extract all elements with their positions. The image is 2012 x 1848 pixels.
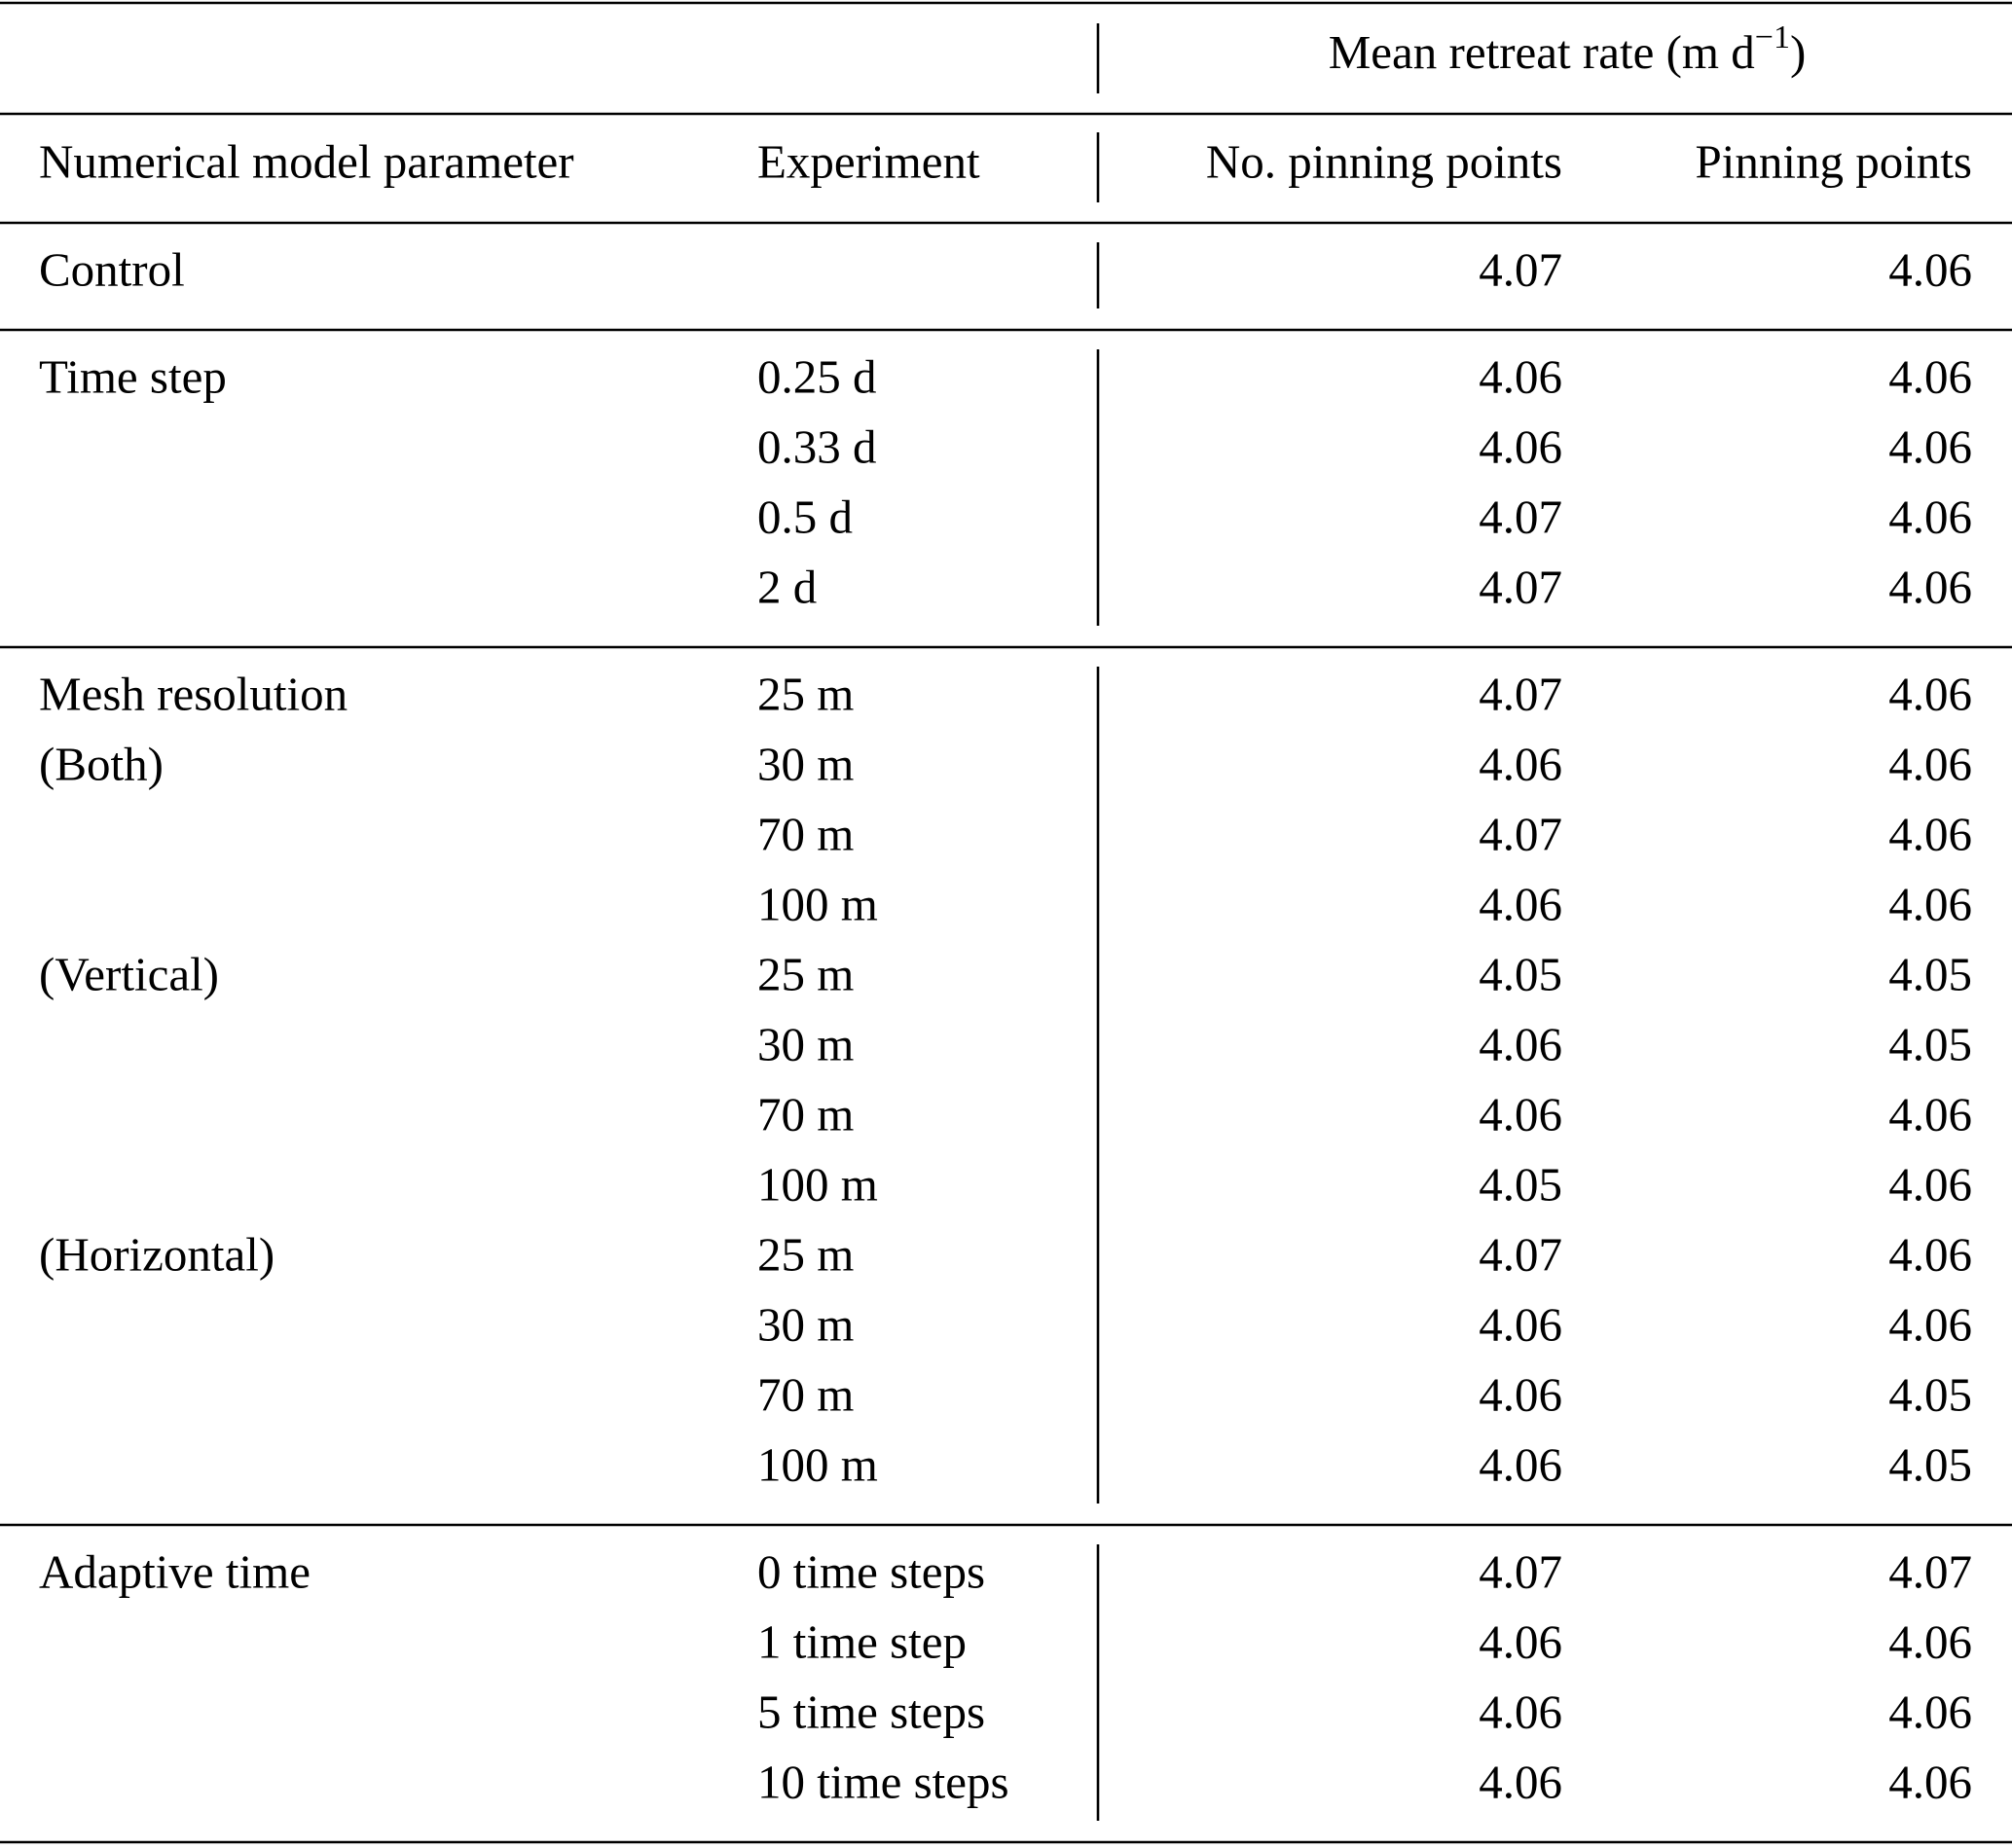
parameter-cell: Mesh resolution (39, 667, 348, 720)
value-cell: 4.06 (1888, 489, 1972, 543)
parameter-cell: Control (39, 242, 185, 296)
value-cell: 4.05 (1479, 947, 1562, 1000)
column-header: Pinning points (1695, 134, 1972, 188)
value-cell: 4.06 (1888, 1087, 1972, 1141)
experiment-cell: 10 time steps (757, 1755, 1009, 1808)
value-cell: 4.07 (1479, 489, 1562, 543)
experiment-cell: 100 m (757, 877, 878, 930)
parameter-cell: (Vertical) (39, 947, 219, 1000)
experiment-cell: 25 m (757, 667, 854, 720)
value-cell: 4.06 (1479, 1437, 1562, 1491)
experiment-cell: 25 m (757, 947, 854, 1000)
experiment-cell: 70 m (757, 1087, 854, 1141)
parameter-cell: Adaptive time (39, 1544, 311, 1598)
value-cell: 4.06 (1479, 1367, 1562, 1421)
value-cell: 4.06 (1888, 560, 1972, 613)
experiment-cell: 100 m (757, 1157, 878, 1211)
value-cell: 4.06 (1888, 807, 1972, 860)
value-cell: 4.06 (1479, 1685, 1562, 1738)
experiment-cell: 30 m (757, 1017, 854, 1070)
column-header: Experiment (757, 134, 980, 188)
value-cell: 4.06 (1888, 419, 1972, 473)
value-cell: 4.06 (1888, 877, 1972, 930)
value-cell: 4.05 (1888, 947, 1972, 1000)
experiment-cell: 30 m (757, 1297, 854, 1351)
value-cell: 4.07 (1479, 242, 1562, 296)
value-cell: 4.06 (1888, 667, 1972, 720)
value-cell: 4.07 (1479, 667, 1562, 720)
experiment-cell: 30 m (757, 737, 854, 790)
value-cell: 4.06 (1479, 1017, 1562, 1070)
experiment-cell: 70 m (757, 807, 854, 860)
experiment-cell: 70 m (757, 1367, 854, 1421)
value-cell: 4.07 (1888, 1544, 1972, 1598)
experiment-cell: 0.5 d (757, 489, 853, 543)
value-cell: 4.06 (1888, 1227, 1972, 1281)
experiment-cell: 5 time steps (757, 1685, 985, 1738)
experiment-cell: 0.33 d (757, 419, 877, 473)
value-cell: 4.07 (1479, 560, 1562, 613)
group-header: Mean retreat rate (m d−1) (1329, 19, 1807, 79)
value-cell: 4.07 (1479, 807, 1562, 860)
value-cell: 4.06 (1888, 349, 1972, 403)
value-cell: 4.06 (1479, 877, 1562, 930)
value-cell: 4.06 (1888, 737, 1972, 790)
value-cell: 4.05 (1888, 1367, 1972, 1421)
parameter-cell: Time step (39, 349, 227, 403)
value-cell: 4.05 (1888, 1017, 1972, 1070)
value-cell: 4.06 (1888, 1685, 1972, 1738)
value-cell: 4.06 (1479, 1755, 1562, 1808)
column-header: No. pinning points (1206, 134, 1562, 188)
value-cell: 4.06 (1888, 1297, 1972, 1351)
experiment-cell: 100 m (757, 1437, 878, 1491)
value-cell: 4.07 (1479, 1544, 1562, 1598)
column-header: Numerical model parameter (39, 134, 574, 188)
experiment-cell: 0.25 d (757, 349, 877, 403)
group-header-text: Mean retreat rate (m d (1329, 25, 1755, 79)
experiment-cell: 1 time step (757, 1614, 967, 1668)
parameter-cell: (Horizontal) (39, 1227, 274, 1281)
parameter-cell: (Both) (39, 737, 164, 790)
value-cell: 4.06 (1888, 1157, 1972, 1211)
value-cell: 4.05 (1888, 1437, 1972, 1491)
value-cell: 4.06 (1888, 1755, 1972, 1808)
experiment-cell: 2 d (757, 560, 817, 613)
value-cell: 4.06 (1479, 737, 1562, 790)
value-cell: 4.06 (1479, 1087, 1562, 1141)
value-cell: 4.05 (1479, 1157, 1562, 1211)
group-header-sup: −1 (1755, 19, 1790, 55)
experiment-cell: 25 m (757, 1227, 854, 1281)
value-cell: 4.06 (1479, 349, 1562, 403)
value-cell: 4.06 (1888, 1614, 1972, 1668)
value-cell: 4.06 (1479, 1614, 1562, 1668)
value-cell: 4.06 (1479, 1297, 1562, 1351)
group-header-close: ) (1790, 25, 1806, 79)
value-cell: 4.06 (1888, 242, 1972, 296)
value-cell: 4.07 (1479, 1227, 1562, 1281)
experiment-cell: 0 time steps (757, 1544, 985, 1598)
value-cell: 4.06 (1479, 419, 1562, 473)
